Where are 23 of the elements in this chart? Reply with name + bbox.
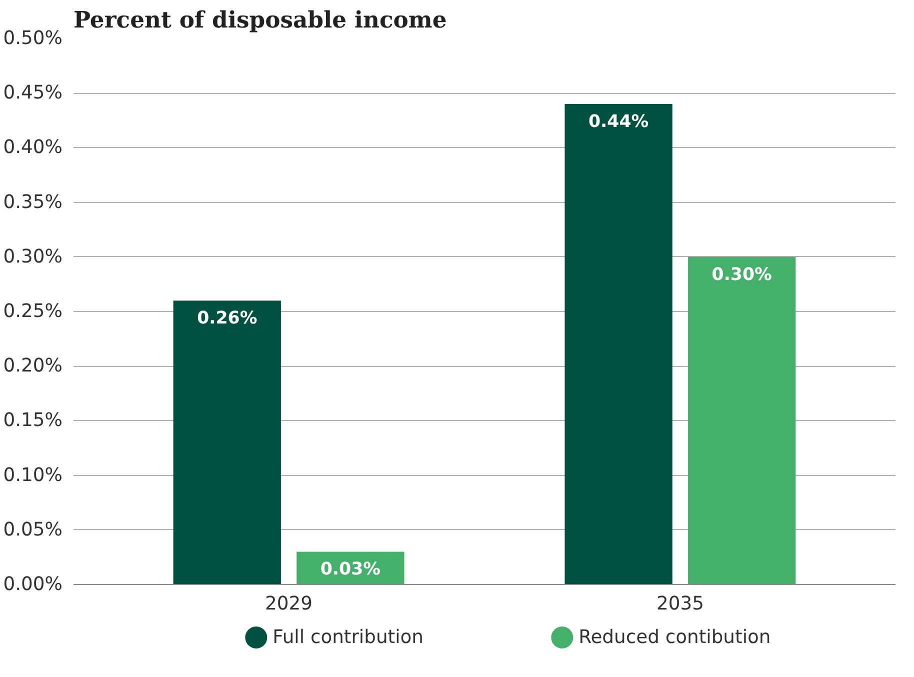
bar — [688, 256, 796, 584]
bar — [564, 104, 672, 584]
y-tick-label: 0.00% — [3, 574, 63, 595]
bar — [173, 300, 281, 584]
y-tick-label: 0.30% — [3, 246, 63, 268]
x-tick-label: 2029 — [265, 594, 313, 614]
chart-title: Percent of disposable income — [74, 8, 447, 34]
data-label: 0.30% — [712, 264, 772, 285]
y-tick-label: 0.05% — [3, 519, 63, 540]
data-label: 0.26% — [197, 308, 258, 329]
y-tick-label: 0.20% — [3, 356, 63, 377]
y-tick-label: 0.40% — [3, 137, 63, 158]
y-tick-label: 0.35% — [3, 192, 63, 213]
legend-label: Full contribution — [272, 627, 424, 648]
y-tick-label: 0.10% — [3, 464, 63, 486]
legend-label: Reduced contibution — [578, 627, 771, 648]
y-tick-label: 0.50% — [3, 28, 63, 49]
y-tick-label: 0.25% — [3, 301, 63, 322]
y-tick-label: 0.45% — [3, 82, 63, 104]
data-label: 0.44% — [588, 112, 649, 132]
y-tick-label: 0.15% — [3, 410, 63, 432]
data-label: 0.03% — [320, 560, 381, 580]
x-tick-label: 2035 — [656, 594, 704, 614]
